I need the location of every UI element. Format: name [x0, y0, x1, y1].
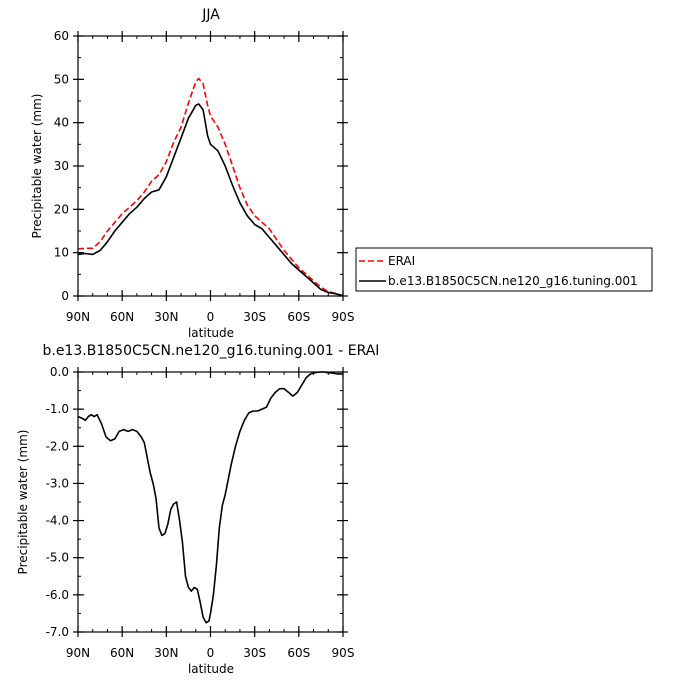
- bottom-y-tick-label: -6.0: [46, 588, 69, 602]
- top-series-line-0: [77, 77, 344, 297]
- top-y-ticks: 0 10 20 30 40 50 60: [54, 29, 348, 303]
- legend-box: [355, 247, 653, 292]
- bottom-y-tick-label: -1.0: [46, 402, 69, 416]
- bottom-y-tick-label: -7.0: [46, 625, 69, 639]
- top-x-tick-label: 30N: [154, 310, 178, 324]
- bottom-y-axis-label: Precipitable water (mm): [16, 430, 30, 575]
- bottom-chart-title: b.e13.B1850C5CN.ne120_g16.tuning.001 - E…: [43, 343, 380, 359]
- bottom-y-tick-label: -3.0: [46, 476, 69, 490]
- top-series-lines: [77, 77, 344, 297]
- top-panel: JJA 0 10 20 30 40 50 60 90N 60N 30N 0 30S 60S 90S la…: [30, 7, 354, 340]
- top-x-ticks: 90N 60N 30N 0 30S 60S 90S: [66, 31, 355, 324]
- top-y-tick-label: 0: [61, 289, 69, 303]
- top-y-tick-label: 50: [54, 72, 69, 86]
- top-y-tick-label: 20: [54, 202, 69, 216]
- top-y-tick-label: 30: [54, 159, 69, 173]
- bottom-y-ticks: 0.0 -1.0 -2.0 -3.0 -4.0 -5.0 -6.0 -7.0: [46, 365, 348, 639]
- top-x-tick-label: 30S: [243, 310, 266, 324]
- top-plot-frame: [77, 35, 344, 297]
- top-x-axis-label: latitude: [188, 326, 234, 340]
- bottom-series-line-0: [77, 371, 343, 624]
- legend: ERAI b.e13.B1850C5CN.ne120_g16.tuning.00…: [355, 247, 653, 292]
- bottom-x-tick-label: 30S: [243, 646, 266, 660]
- bottom-y-tick-label: -4.0: [46, 514, 69, 528]
- bottom-x-tick-label: 90S: [332, 646, 355, 660]
- bottom-y-tick-label: -5.0: [46, 551, 69, 565]
- top-y-tick-label: 60: [54, 29, 69, 43]
- bottom-plot-frame: [77, 371, 344, 633]
- legend-label-model: b.e13.B1850C5CN.ne120_g16.tuning.001: [388, 274, 638, 288]
- bottom-x-tick-label: 30N: [154, 646, 178, 660]
- top-x-tick-label: 0: [207, 310, 215, 324]
- bottom-x-tick-label: 60S: [287, 646, 310, 660]
- top-y-axis-label: Precipitable water (mm): [30, 94, 44, 239]
- legend-label-erai: ERAI: [388, 254, 415, 268]
- top-y-tick-label: 40: [54, 116, 69, 130]
- bottom-x-axis-label: latitude: [188, 662, 234, 676]
- top-series-line-1: [77, 103, 344, 297]
- bottom-y-tick-label: -2.0: [46, 439, 69, 453]
- top-x-tick-label: 60N: [110, 310, 134, 324]
- top-x-tick-label: 90N: [66, 310, 90, 324]
- bottom-x-tick-label: 60N: [110, 646, 134, 660]
- top-chart-title: JJA: [201, 7, 220, 23]
- bottom-y-tick-label: 0.0: [50, 365, 69, 379]
- bottom-x-tick-label: 90N: [66, 646, 90, 660]
- top-x-tick-label: 60S: [287, 310, 310, 324]
- top-x-tick-label: 90S: [332, 310, 355, 324]
- bottom-series-lines: [77, 371, 343, 624]
- bottom-x-tick-label: 0: [207, 646, 215, 660]
- bottom-panel: b.e13.B1850C5CN.ne120_g16.tuning.001 - E…: [16, 343, 379, 676]
- top-y-tick-label: 10: [54, 246, 69, 260]
